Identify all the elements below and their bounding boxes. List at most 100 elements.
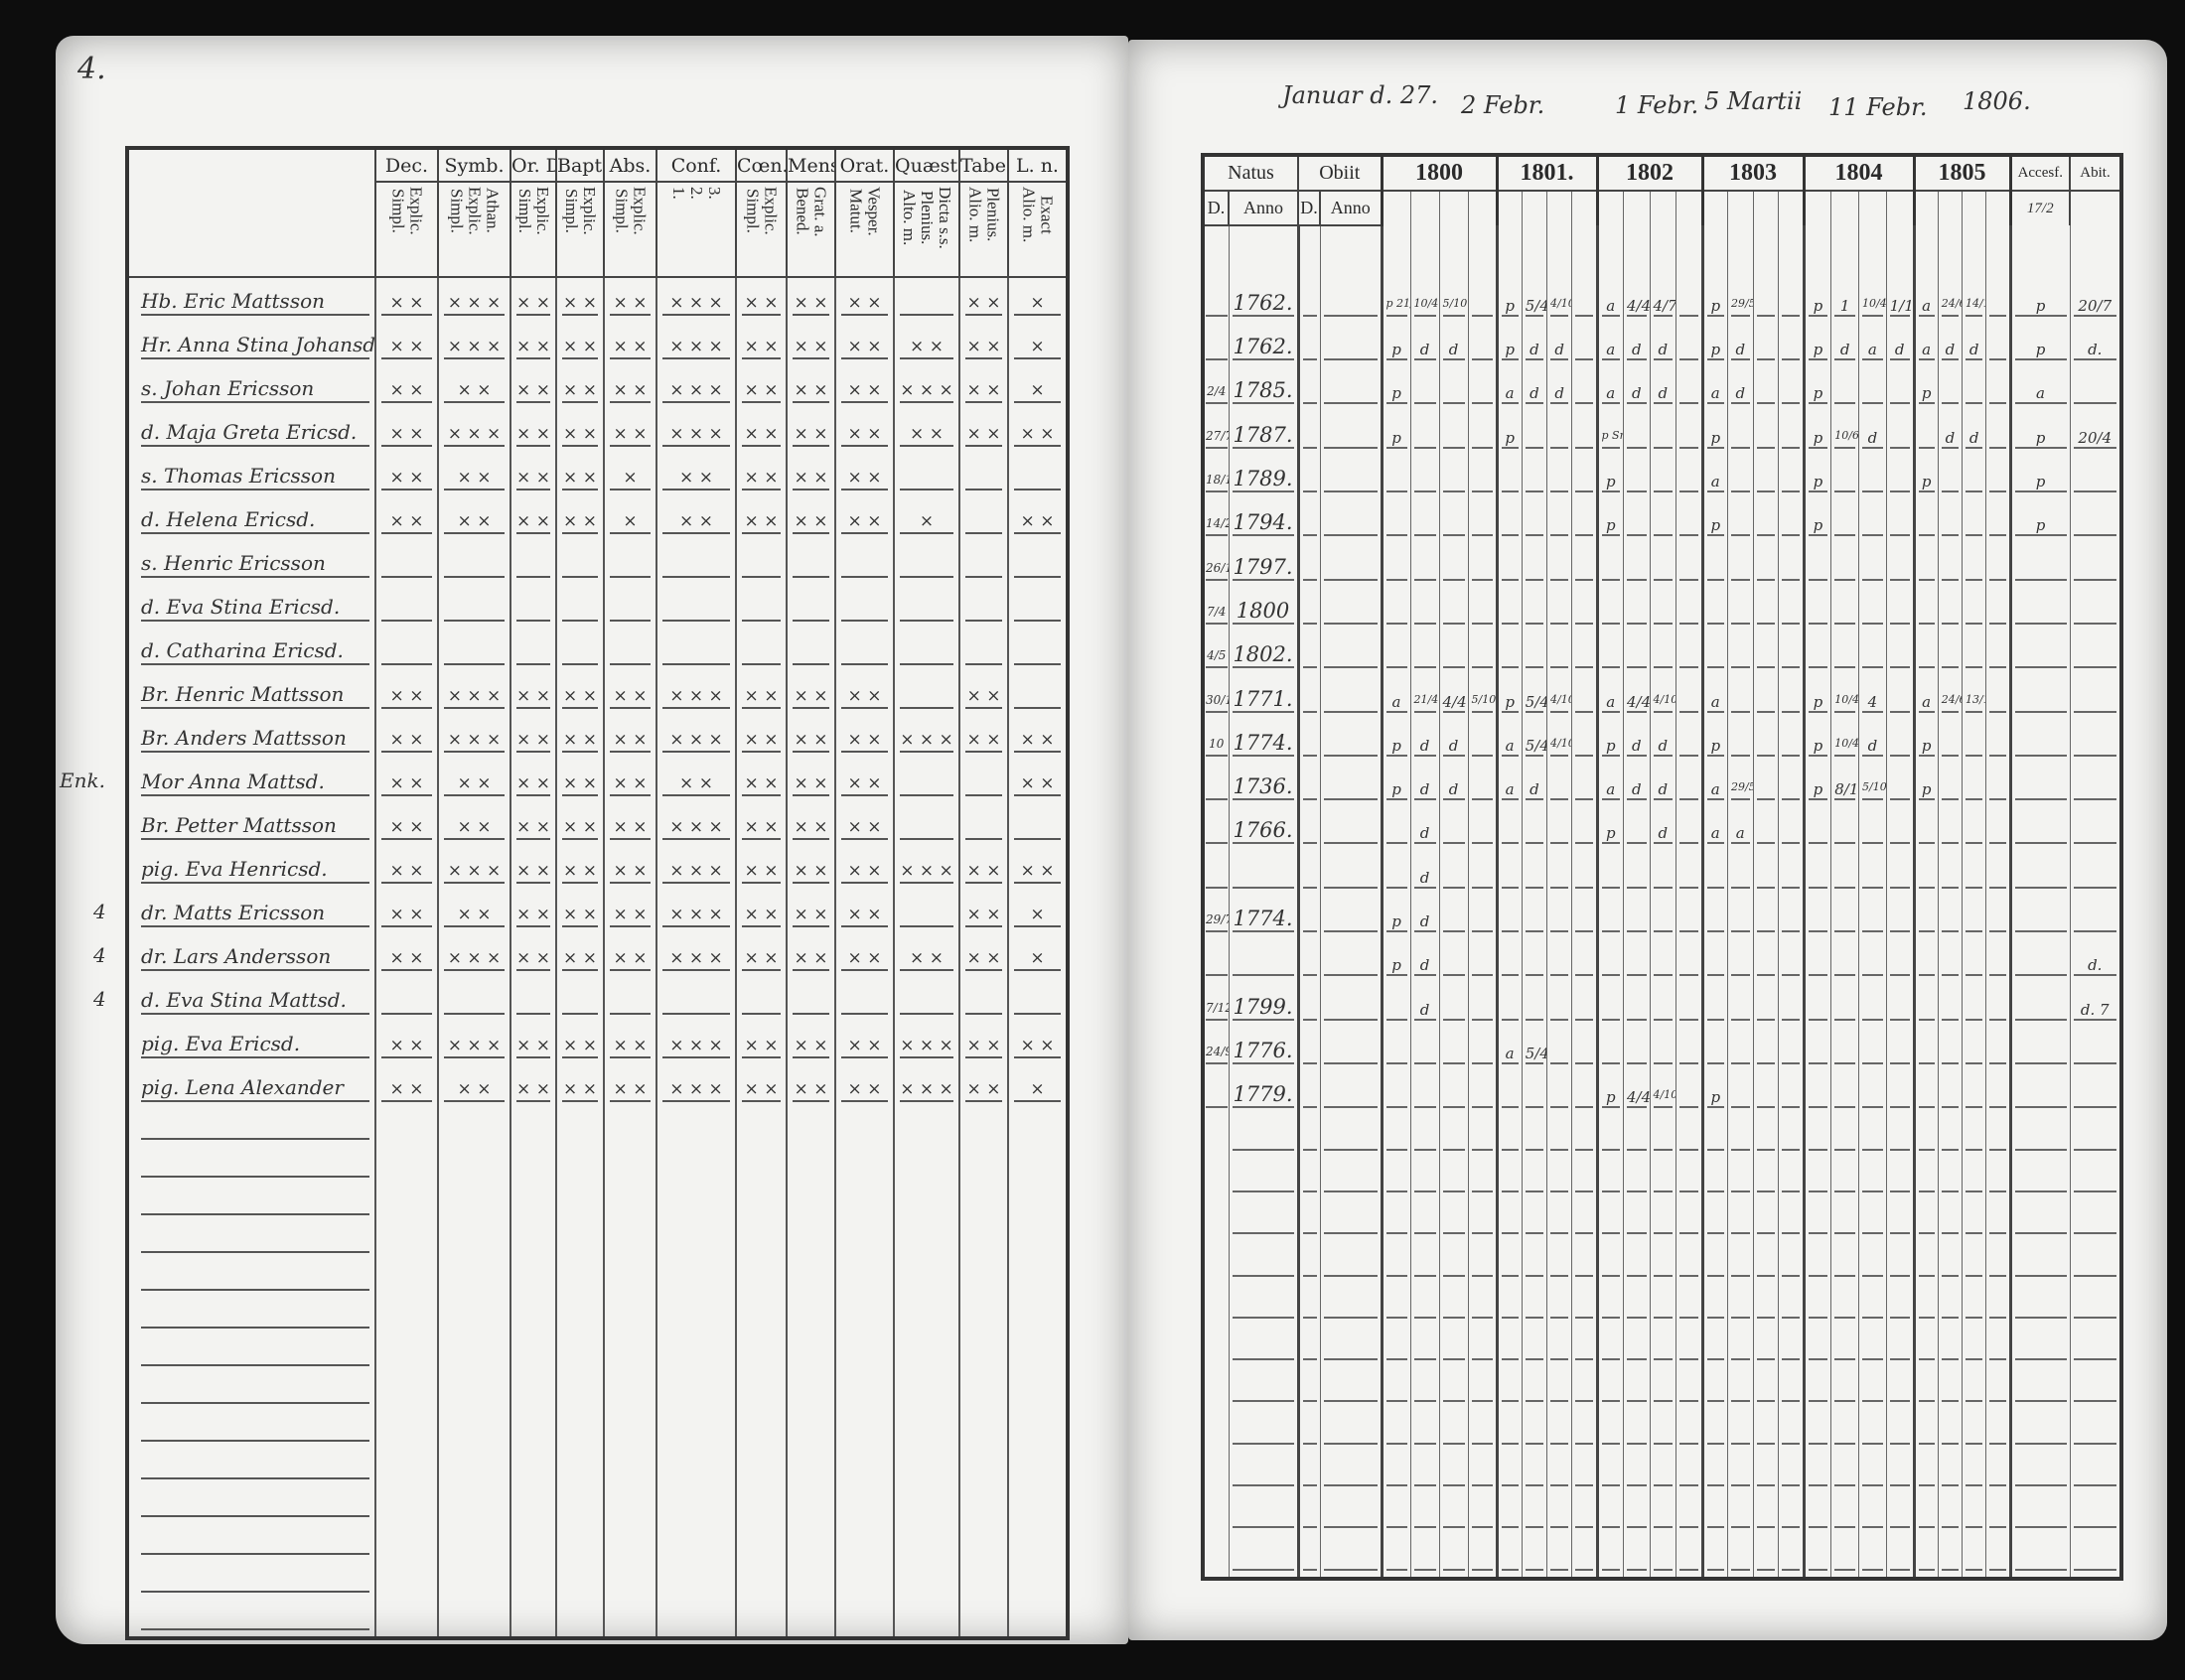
birth-day: [1206, 956, 1228, 977]
subheader-label: Simpl.: [743, 188, 763, 233]
exam-mark: [1575, 693, 1593, 713]
exam-mark: [1653, 956, 1674, 977]
subheader-label: Simpl.: [388, 188, 408, 233]
exam-mark: × ×: [516, 861, 550, 884]
exam-mark: [900, 555, 953, 578]
exam-mark: [1834, 1045, 1856, 1065]
exam-mark: × ×: [841, 773, 888, 796]
subheader-label: Simpl.: [515, 188, 534, 233]
exam-mark: [1756, 780, 1776, 801]
blank-row: [1202, 1197, 2122, 1241]
exam-mark: [1575, 1088, 1593, 1109]
accessit-mark: [2014, 956, 2067, 977]
exam-mark: × ×: [841, 468, 888, 490]
exam-subcolumn: [1623, 191, 1651, 225]
exam-mark: × ×: [841, 293, 888, 316]
exam-mark: [1627, 473, 1647, 492]
exam-mark: × ×: [516, 948, 550, 971]
exam-mark: × ×: [562, 730, 598, 753]
page-number: 4.: [77, 52, 106, 86]
exam-mark: × ×: [900, 337, 953, 359]
exam-mark: a: [1706, 780, 1725, 801]
obiit-anno-header: Anno: [1319, 191, 1383, 226]
exam-mark: × ×: [742, 686, 781, 709]
exam-mark: p 21/4: [1385, 297, 1410, 317]
exam-mark: [1918, 605, 1935, 625]
exam-mark: [1575, 648, 1593, 669]
exam-date: 1 Febr.: [1615, 91, 1699, 119]
exam-date: 1806.: [1963, 87, 2031, 115]
exam-subcolumn: [1521, 191, 1547, 225]
exam-mark: [1550, 648, 1569, 669]
exam-subcolumn: [1438, 191, 1469, 225]
exam-subcolumn: [1802, 191, 1831, 225]
exam-mark: [1889, 605, 1910, 625]
exam-mark: ×: [1014, 948, 1061, 971]
exam-mark: × ×: [742, 1036, 781, 1058]
exam-mark: [1782, 1045, 1800, 1065]
exam-mark: p: [1918, 780, 1935, 801]
exam-mark: [1471, 1001, 1493, 1021]
exam-mark: × ×: [841, 730, 888, 753]
exam-mark: [1966, 384, 1983, 405]
birth-day: 29/7: [1206, 912, 1229, 933]
exam-mark: 10/4: [1834, 693, 1859, 713]
exam-mark: [1889, 912, 1910, 933]
exam-mark: × × ×: [444, 686, 505, 709]
exam-mark: [1989, 869, 2006, 889]
table-row: s. Thomas Ericsson × × × × × × × × × × × × × × ×…: [127, 453, 1068, 496]
exam-mark: × ×: [965, 380, 1002, 403]
exam-mark: [1834, 869, 1856, 889]
exam-mark: p: [1501, 693, 1519, 713]
exam-mark: [1706, 912, 1725, 933]
exam-mark: [1385, 516, 1407, 537]
birth-year: 1771.: [1232, 686, 1294, 713]
exam-mark: d: [1550, 384, 1569, 405]
exam-mark: [1679, 429, 1698, 449]
exam-mark: [1627, 561, 1647, 581]
exam-mark: [1808, 824, 1828, 845]
exam-mark: [1575, 473, 1593, 492]
table-row: d. Eva Stina Mattsd.: [127, 977, 1068, 1021]
exam-mark: × ×: [793, 380, 829, 403]
exam-mark: × ×: [793, 730, 829, 753]
exam-mark: [1014, 992, 1061, 1015]
exam-mark: 10/4: [1862, 297, 1886, 317]
exam-mark: × ×: [841, 861, 888, 884]
exam-mark: × × ×: [662, 380, 730, 403]
column-subheader: Explic. Simpl.: [735, 182, 787, 278]
exam-mark: × ×: [562, 424, 598, 447]
exam-mark: × ×: [841, 1079, 888, 1102]
exam-mark: × × ×: [444, 424, 505, 447]
exam-mark: × ×: [516, 1036, 550, 1058]
exam-mark: × ×: [444, 511, 505, 534]
exam-mark: 5/10: [1442, 297, 1467, 317]
person-name: Hr. Anna Stina Johansd.: [141, 333, 375, 359]
table-row: d. Catharina Ericsd.: [127, 628, 1068, 671]
birth-day: [1206, 780, 1228, 801]
exam-subcolumn: [1912, 191, 1939, 225]
exam-mark: [1756, 516, 1776, 537]
exam-mark: d: [1731, 384, 1750, 405]
birth-day: 26/12: [1206, 561, 1229, 581]
exam-mark: × × ×: [662, 948, 730, 971]
exam-mark: [1918, 869, 1935, 889]
exam-mark: [1385, 561, 1407, 581]
exam-mark: [1525, 869, 1544, 889]
subheader-label: Alio. m.: [965, 187, 985, 243]
exam-mark: d: [1862, 429, 1883, 449]
exam-mark: [1471, 1088, 1493, 1109]
exam-mark: × ×: [516, 905, 550, 927]
column-header: Mens.: [786, 148, 835, 183]
column-header: Dec.: [374, 148, 438, 183]
exam-mark: [1941, 1045, 1960, 1065]
exam-mark: ×: [1014, 905, 1061, 927]
column-header: Or. D.: [510, 148, 556, 183]
exam-mark: [1989, 1045, 2006, 1065]
blank-row: [127, 1599, 1068, 1638]
accessit-mark: [2014, 561, 2067, 581]
birth-year: 1736.: [1232, 774, 1294, 801]
exam-mark: [1471, 737, 1493, 757]
